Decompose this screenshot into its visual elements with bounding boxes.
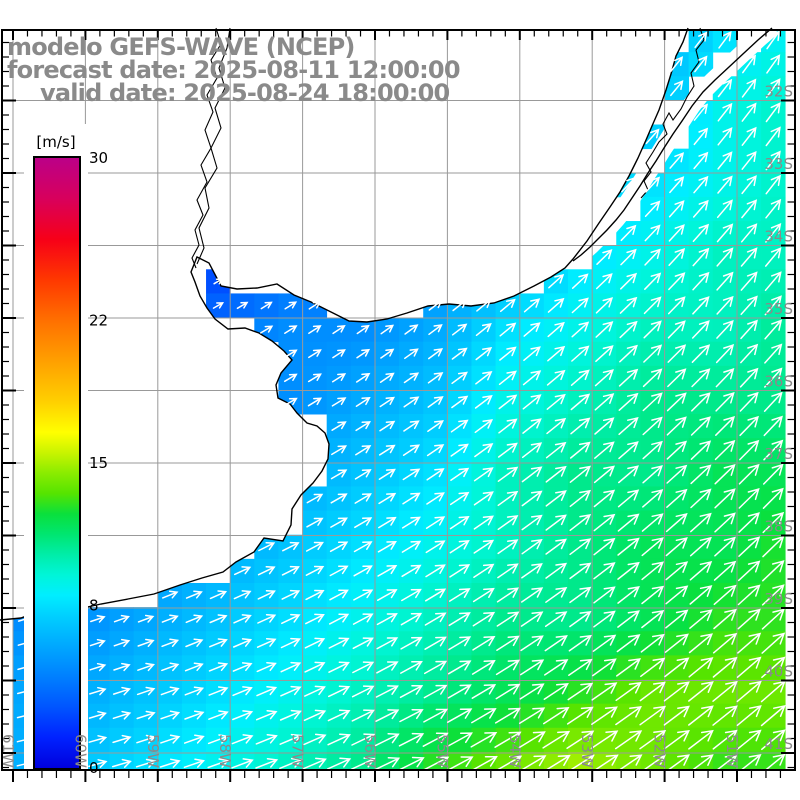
lat-label: 36S [764,373,793,391]
colorbar-unit-label: [m/s] [36,133,75,151]
land-mask [0,22,779,620]
lon-label: 56W [361,734,379,768]
lon-label: 57W [289,734,307,768]
lon-labels: 61W 60W 59W 58W 57W 56W 55W 54W 53W 52W 51W [0,734,741,768]
lat-label: 37S [764,445,793,463]
lon-label: 59W [144,734,162,768]
map-border [1,29,796,771]
lon-label: 52W [651,734,669,768]
lat-label: 40S [764,663,793,681]
lon-label: 55W [433,734,451,768]
colorbar: [m/s] 30 22 15 8 0 [24,124,108,777]
valid-date-label: valid date: 2025-08-24 18:00:00 [40,79,450,107]
lat-label: 39S [764,590,793,608]
colorbar-tick-label: 15 [89,454,108,472]
forecast-date-label: forecast date: 2025-08-11 12:00:00 [7,56,461,84]
colorbar-tick-label: 22 [89,312,108,330]
wind-arrows-layer [16,30,786,770]
lat-label: 33S [764,155,793,173]
lon-label: 53W [578,734,596,768]
lon-label: 61W [0,734,17,768]
lat-labels: 32S 33S 34S 35S 36S 37S 38S 39S 40S 41S [764,83,793,754]
axis-ticks [1,29,796,782]
lon-label: 54W [506,734,524,768]
lat-label: 38S [764,518,793,536]
colorbar-tick-label: 8 [89,596,99,614]
lat-label: 34S [764,228,793,246]
colorbar-tick-label: 30 [89,149,108,167]
lat-label: 32S [764,83,793,101]
lon-label: 51W [723,734,741,768]
colorbar-tick-label: 0 [89,759,99,777]
lon-label: 60W [71,734,89,768]
lat-label: 35S [764,300,793,318]
lon-label: 58W [216,734,234,768]
model-title: modelo GEFS-WAVE (NCEP) [7,33,355,61]
coastline [0,27,773,621]
lat-label: 41S [764,735,793,753]
wind-cells-layer [13,30,786,770]
colorbar-gradient [35,158,79,768]
